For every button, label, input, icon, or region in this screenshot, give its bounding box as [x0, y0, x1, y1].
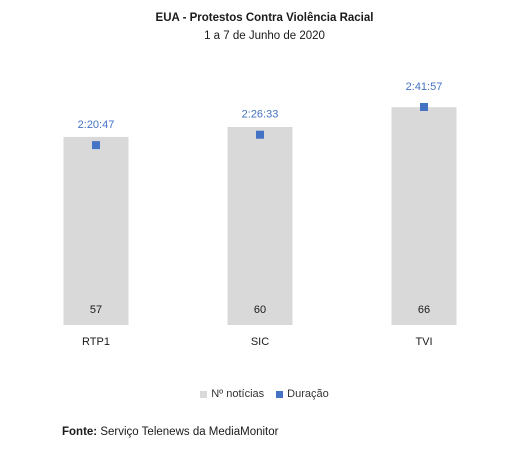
duration-label: 2:20:47 — [78, 119, 115, 131]
legend: Nº notícias Duração — [0, 388, 529, 400]
duration-marker-sic — [256, 130, 264, 139]
legend-label-duracao: Duração — [287, 388, 329, 400]
source-text: Serviço Telenews da MediaMonitor — [100, 426, 279, 438]
x-tick-label-rtp1: RTP1 — [82, 336, 110, 348]
bar-sic — [227, 127, 293, 325]
legend-swatch-noticias — [200, 390, 208, 398]
bar-value-label: 60 — [254, 304, 266, 316]
source-label: Fonte: — [62, 426, 98, 438]
source-note: Fonte: Serviço Telenews da MediaMonitor — [62, 426, 278, 438]
legend-label-noticias: Nº notícias — [211, 388, 265, 400]
bar-value-label: 66 — [418, 304, 430, 316]
x-tick-label-tvi: TVI — [415, 336, 432, 348]
chart-subtitle: 1 a 7 de Junho de 2020 — [204, 30, 325, 42]
x-tick-label-sic: SIC — [251, 336, 269, 348]
duration-marker-tvi — [420, 103, 428, 111]
duration-marker-rtp1 — [92, 141, 100, 150]
bar-tvi — [391, 107, 457, 325]
duration-label: 2:41:57 — [406, 81, 443, 93]
bar-value-label: 57 — [90, 304, 102, 316]
bar-rtp1 — [63, 136, 129, 325]
legend-item-duracao: Duração — [276, 388, 329, 400]
legend-item-noticias: Nº notícias — [200, 388, 264, 400]
duration-label: 2:26:33 — [242, 109, 279, 121]
legend-swatch-duracao — [276, 390, 284, 398]
chart-title: EUA - Protestos Contra Violência Racial — [155, 12, 374, 24]
